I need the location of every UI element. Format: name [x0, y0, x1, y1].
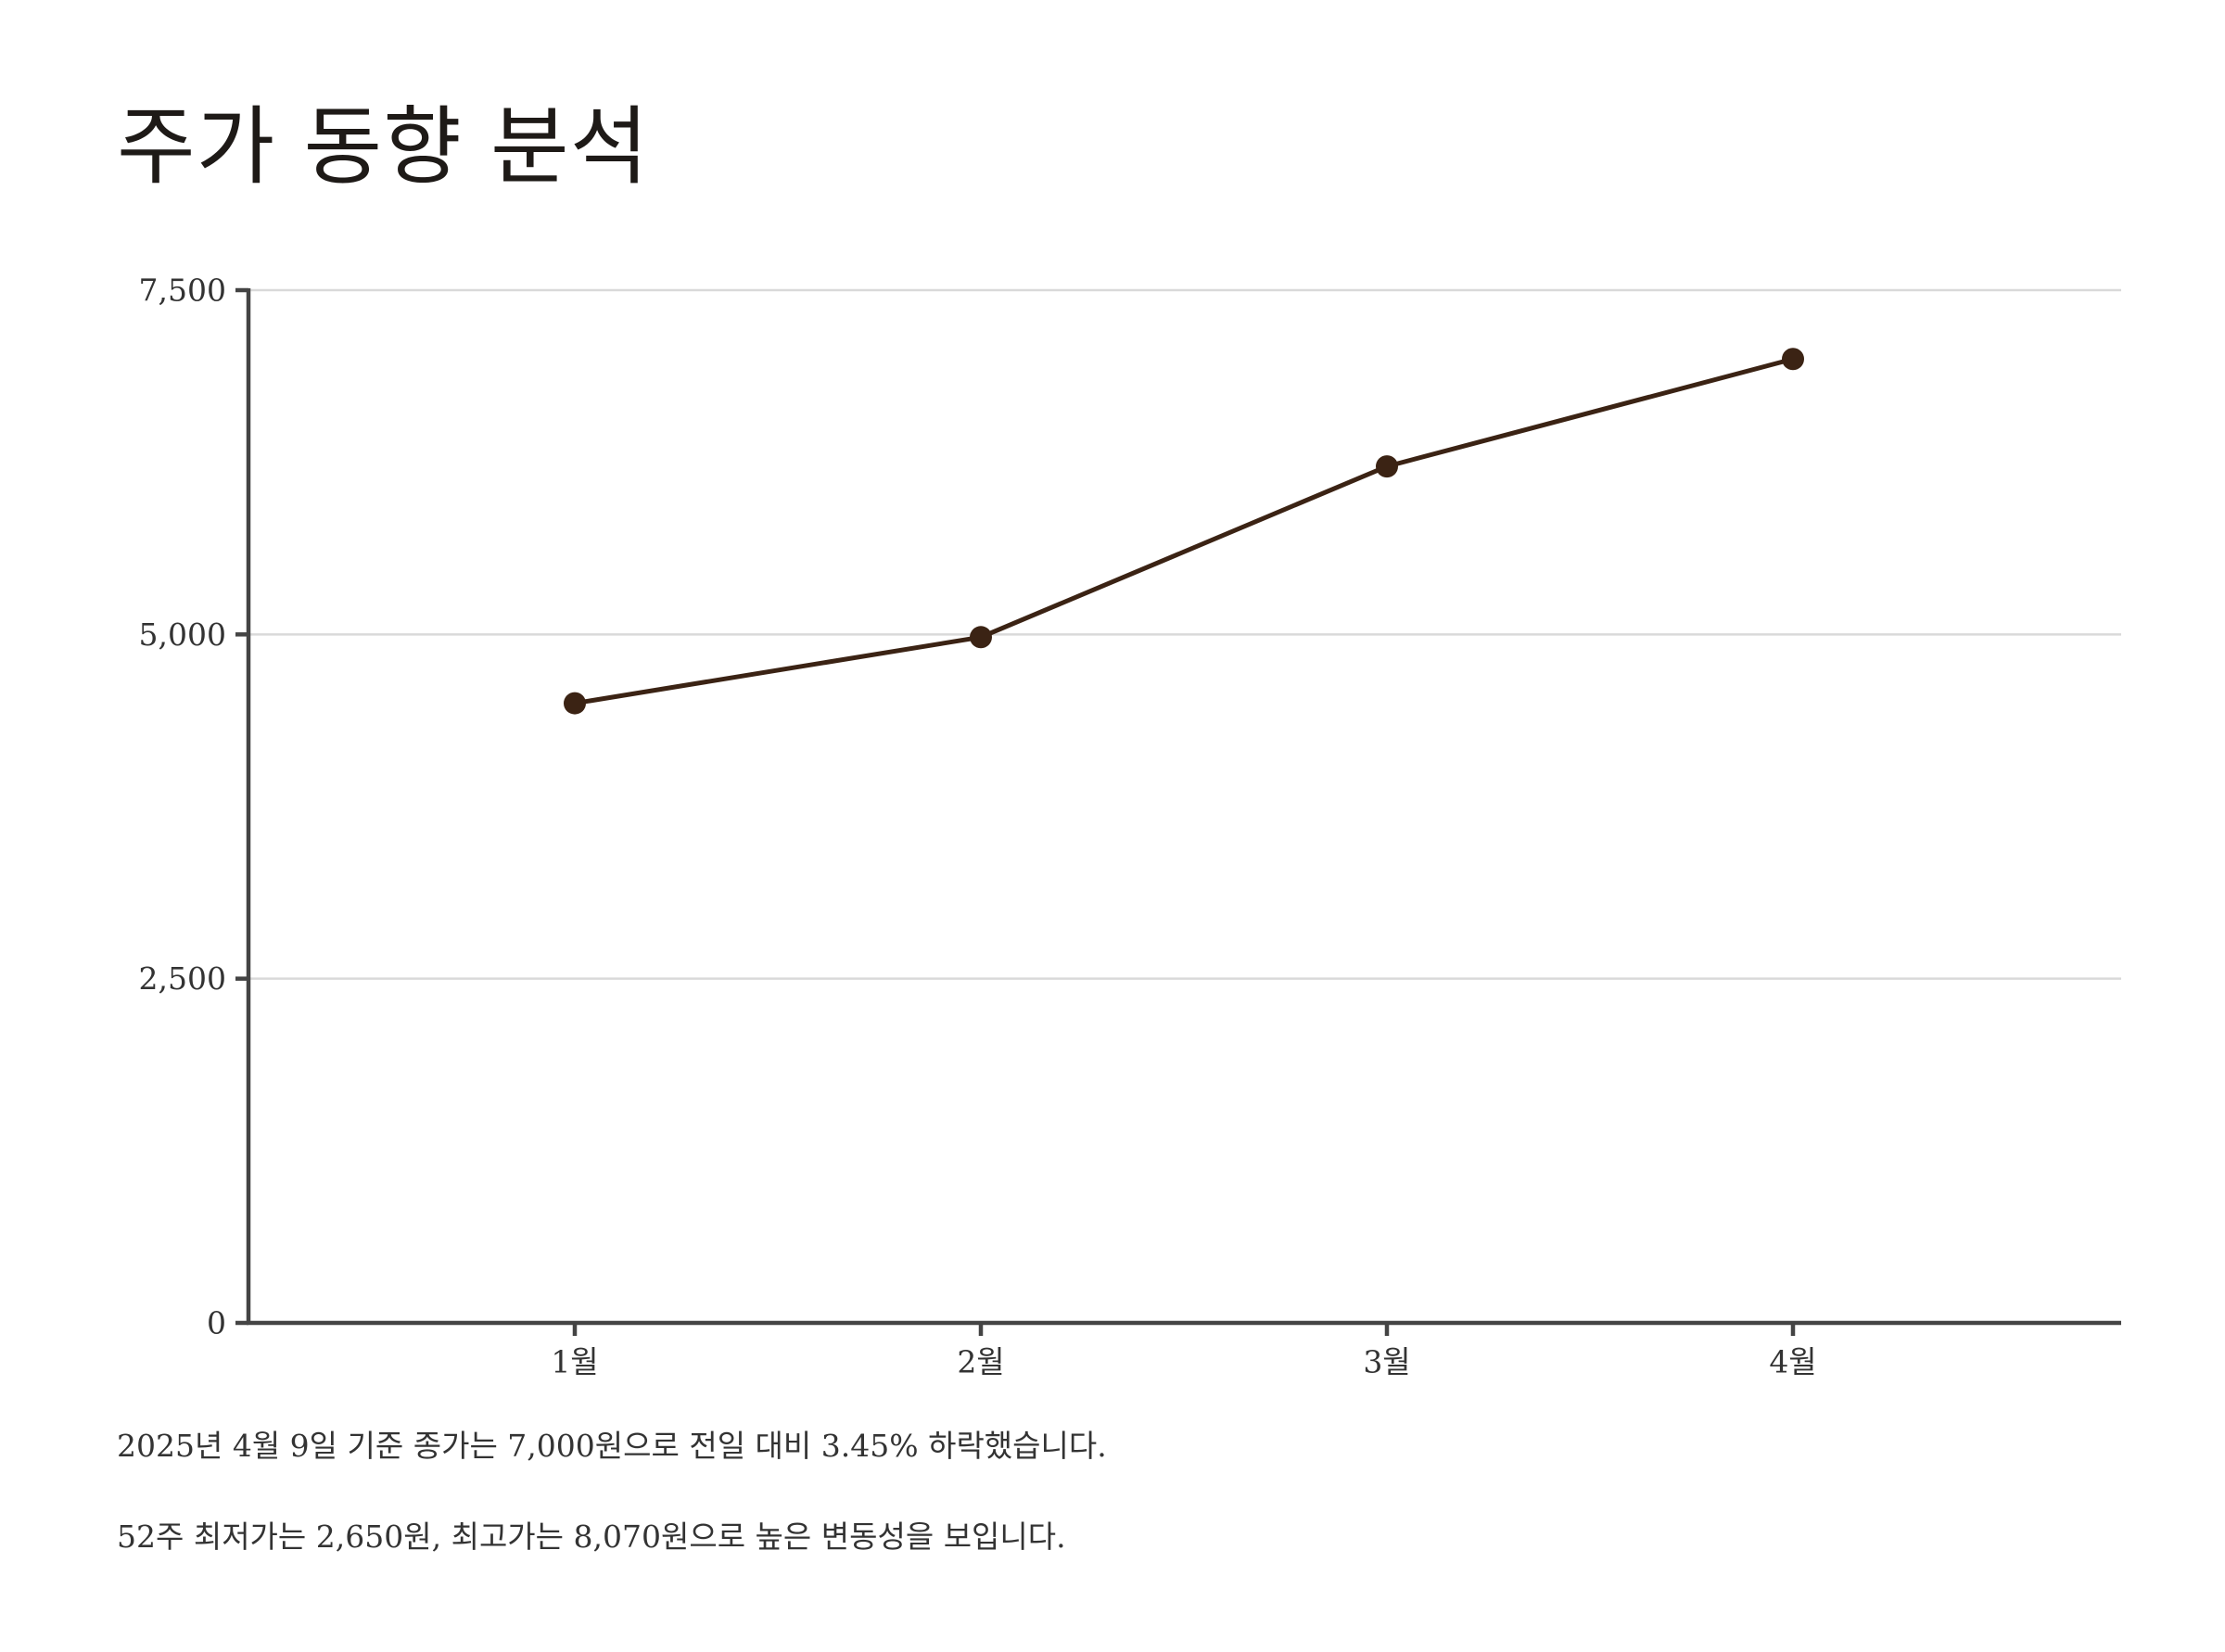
x-tick-label: 2월	[957, 1344, 1004, 1380]
data-point-1	[970, 626, 992, 649]
y-tick-label: 2,500	[139, 960, 226, 997]
summary-note-52week-range: 52주 최저가는 2,650원, 최고가는 8,070원으로 높은 변동성을 보…	[117, 1519, 1066, 1555]
x-tick-label: 1월	[551, 1344, 598, 1380]
data-point-3	[1782, 348, 1804, 371]
series-line	[572, 356, 1796, 706]
page-title: 주가 동향 분석	[117, 97, 650, 197]
x-tick-label: 4월	[1769, 1344, 1816, 1380]
y-tick-label: 5,000	[139, 616, 226, 653]
axes	[235, 287, 2121, 1336]
summary-note-close-price: 2025년 4월 9일 기준 종가는 7,000원으로 전일 대비 3.45% …	[117, 1428, 1107, 1464]
series	[564, 348, 1804, 715]
x-tick-label: 3월	[1363, 1344, 1410, 1380]
gridlines	[248, 288, 2121, 980]
tick-labels: 0 2,500 5,000 7,500 1월 2월 3월 4월	[139, 273, 1817, 1380]
data-point-2	[1376, 455, 1398, 478]
y-tick-label: 0	[207, 1305, 226, 1341]
y-tick-label: 7,500	[139, 273, 226, 309]
data-point-0	[564, 692, 586, 715]
